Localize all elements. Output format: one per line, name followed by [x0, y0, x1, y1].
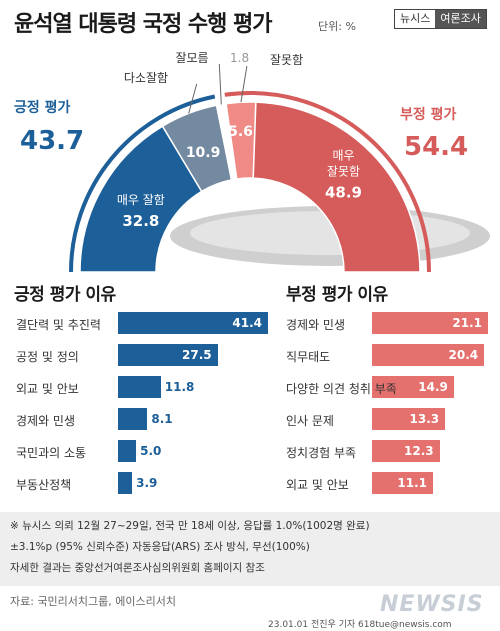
unit-label: 단위: % — [318, 20, 356, 33]
positive-reason-category-label: 부동산정책 — [16, 478, 72, 492]
positive-reasons-title: 긍정 평가 이유 — [14, 285, 116, 305]
callout-unknown-value: 1.8 — [230, 51, 249, 65]
positive-reason-value-label: 41.4 — [232, 316, 262, 330]
negative-reason-value-label: 14.9 — [418, 380, 448, 394]
page-title: 윤석열 대통령 국정 수행 평가 — [14, 12, 273, 37]
negative-outer-arc — [224, 91, 431, 273]
source-text: 자료: 국민리서치그룹, 에이스리서치 — [10, 595, 176, 608]
segment-value-bad: 5.6 — [228, 124, 253, 140]
positive-reason-value-label: 3.9 — [136, 476, 158, 490]
negative-reason-bar — [372, 440, 440, 462]
negative-reason-value-label: 21.1 — [452, 316, 482, 330]
segment-value-good: 10.9 — [186, 145, 221, 161]
positive-reason-value-label: 27.5 — [182, 348, 212, 362]
segment-label-very-good: 매우 잘함 — [117, 193, 165, 207]
negative-reason-category-label: 다양한 의견 청취 부족 — [286, 382, 397, 396]
segment-label-very-bad-2: 잘못함 — [327, 165, 360, 179]
negative-reasons-title: 부정 평가 이유 — [286, 285, 388, 305]
positive-reason-category-label: 공정 및 정의 — [16, 350, 79, 364]
positive-reason-value-label: 5.0 — [140, 444, 162, 458]
positive-reason-bar — [118, 312, 268, 334]
negative-label: 부정 평가 — [400, 106, 457, 123]
gauge-segment-very_bad — [252, 101, 421, 273]
positive-reason-bar — [118, 440, 137, 462]
footnote-line1: ※ 뉴시스 의뢰 12월 27~29일, 전국 만 18세 이상, 응답률 1.… — [10, 520, 370, 532]
negative-reason-bar — [372, 472, 434, 494]
callout-line-good — [188, 83, 198, 114]
negative-reason-value-label: 12.3 — [404, 444, 434, 458]
negative-reason-value-label: 20.4 — [448, 348, 479, 362]
negative-reason-category-label: 인사 문제 — [286, 414, 334, 428]
positive-total: 43.7 — [20, 126, 84, 156]
negative-total: 54.4 — [404, 132, 468, 162]
callout-good: 다소잘함 — [124, 71, 168, 85]
negative-reason-bar — [372, 312, 488, 334]
positive-reason-bar — [118, 344, 218, 366]
credit-text: 23.01.01 전진우 기자 618tue@newsis.com — [268, 620, 452, 630]
gauge-segment-very_good — [79, 125, 203, 273]
negative-reason-bar — [372, 408, 446, 430]
segment-value-very-good: 32.8 — [122, 212, 159, 230]
callout-bad: 잘못함 — [270, 53, 303, 67]
negative-reason-category-label: 정치경험 부족 — [286, 446, 357, 460]
negative-reason-bar — [372, 376, 454, 398]
callout-unknown: 잘모름 — [175, 51, 208, 65]
positive-reason-value-label: 11.8 — [164, 380, 195, 394]
newsis-logo: NEWSIS — [380, 592, 484, 617]
callout-line-bad — [240, 65, 248, 103]
positive-reason-bar — [118, 408, 148, 430]
negative-reason-bar — [372, 344, 485, 366]
segment-label-very-bad-1: 매우 — [332, 149, 354, 163]
positive-outer-arc — [69, 94, 216, 273]
positive-reason-category-label: 외교 및 안보 — [16, 382, 79, 396]
negative-reason-value-label: 13.3 — [409, 412, 440, 426]
negative-reason-category-label: 직무태도 — [286, 350, 331, 364]
positive-label: 긍정 평가 — [14, 99, 71, 116]
footnote-line3: 자세한 결과는 중앙선거여론조사심의위원회 홈페이지 참조 — [10, 562, 265, 574]
negative-reason-category-label: 경제와 민생 — [286, 318, 346, 332]
positive-reason-bar — [118, 376, 161, 398]
callout-line-unknown — [218, 63, 222, 105]
negative-reason-category-label: 외교 및 안보 — [286, 478, 349, 492]
negative-reason-value-label: 11.1 — [397, 476, 428, 490]
badge-poll: 여론조사 — [435, 10, 486, 28]
footnote-line2: ±3.1%p (95% 신뢰수준) 자동응답(ARS) 조사 방식, 무선(10… — [10, 541, 310, 553]
positive-reason-bar — [118, 472, 133, 494]
positive-reason-category-label: 결단력 및 추진력 — [16, 318, 101, 332]
positive-reason-category-label: 국민과의 소통 — [16, 446, 87, 460]
source-badge: 뉴시스 여론조사 — [394, 9, 487, 29]
positive-reason-category-label: 경제와 민생 — [16, 414, 76, 428]
badge-newsis: 뉴시스 — [395, 10, 436, 28]
positive-reason-value-label: 8.1 — [151, 412, 173, 426]
segment-value-very-bad: 48.9 — [325, 184, 362, 202]
footnote-box: ※ 뉴시스 의뢰 12월 27~29일, 전국 만 18세 이상, 응답률 1.… — [0, 512, 500, 586]
